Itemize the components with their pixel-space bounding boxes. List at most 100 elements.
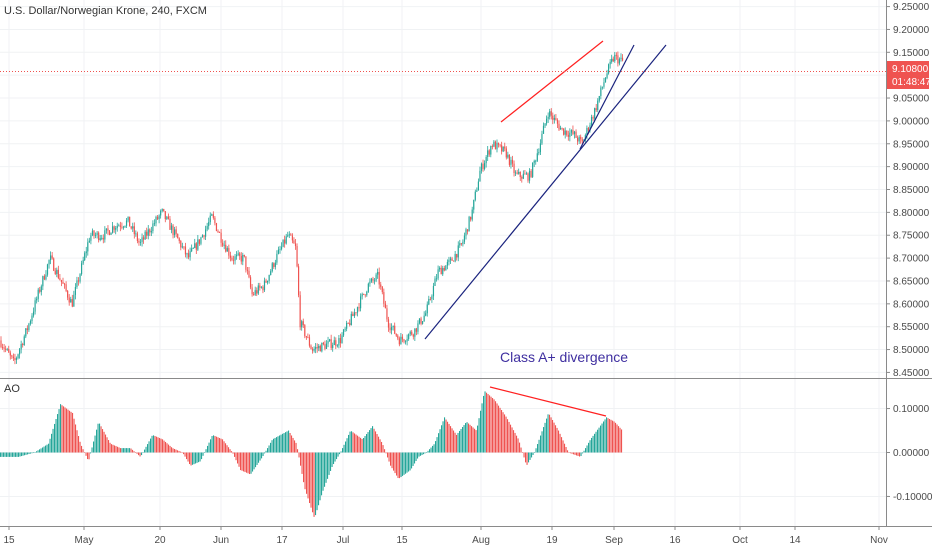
candle-body [236, 254, 238, 257]
ao-bar [268, 445, 270, 453]
candle-body [360, 296, 362, 309]
candle-body [32, 311, 35, 316]
ao-bar [42, 447, 44, 453]
ao-bar [231, 451, 233, 453]
candle-body [422, 321, 424, 324]
ao-bar [126, 448, 128, 453]
ao-bar [276, 437, 278, 453]
candle-body [296, 246, 298, 267]
candle-body [358, 307, 360, 309]
candle-body [412, 334, 414, 337]
candle-body [318, 345, 320, 349]
candle-body [217, 230, 219, 233]
candle-body [228, 248, 230, 256]
candle-body [383, 292, 385, 304]
ao-bar [372, 426, 374, 453]
ao-bar [76, 430, 78, 453]
candle-body [544, 123, 546, 126]
candle-body [370, 278, 373, 282]
ao-bar [0, 452, 2, 457]
ao-bar [85, 452, 87, 456]
ao-bar [343, 444, 345, 453]
candle-body [590, 117, 593, 126]
candle-body [198, 239, 200, 244]
ao-bar [57, 414, 59, 453]
ao-bar [297, 449, 299, 453]
candle-body [373, 280, 376, 282]
candle-body [501, 145, 503, 152]
ao-bar [549, 414, 551, 453]
candle-body [3, 347, 5, 349]
candle-body [521, 177, 523, 179]
ao-bar [460, 428, 462, 453]
ao-bar [462, 427, 464, 453]
ao-bar [99, 423, 101, 453]
ao-bar [28, 452, 30, 455]
candle-body [604, 77, 607, 83]
ao-bar [370, 428, 372, 453]
candle-body [138, 240, 140, 243]
candle-body [315, 347, 317, 349]
ao-bar [615, 422, 617, 453]
candle-body [356, 307, 359, 313]
candle-body [8, 348, 10, 353]
candle-body [612, 58, 614, 62]
time-tick-label: Oct [732, 535, 748, 546]
price-tick-label: 8.60000 [893, 299, 930, 310]
ao-bar [94, 435, 96, 453]
ao-bar [538, 439, 540, 453]
candle-body [432, 285, 435, 297]
ao-bar [513, 430, 515, 453]
candle-body [166, 216, 168, 220]
ao-bar [112, 444, 114, 453]
ao-bar [36, 451, 38, 453]
ao-bar [100, 426, 102, 453]
candle-body [555, 117, 557, 121]
trendline-short [579, 44, 635, 150]
candle-body [487, 150, 489, 157]
ao-bar [439, 429, 441, 453]
candle-body [172, 225, 174, 236]
ao-bar [580, 452, 582, 457]
candle-body [561, 127, 563, 129]
ao-bar [313, 452, 315, 517]
ao-bar [526, 452, 528, 465]
candle-body [552, 115, 554, 120]
candle-body [409, 331, 411, 335]
ao-bar [466, 422, 468, 453]
ao-bar [514, 432, 516, 453]
candle-body [87, 242, 89, 252]
ao-bar [216, 436, 218, 453]
ao-bar [310, 452, 312, 508]
ao-bar [102, 429, 104, 453]
ao-bar [339, 452, 341, 455]
candle-body [367, 283, 369, 292]
candle-body [423, 315, 425, 322]
ao-bar [582, 452, 584, 454]
candle-body [88, 240, 90, 243]
candle-body [511, 159, 514, 164]
candle-body [132, 226, 134, 229]
ao-bar [183, 452, 185, 455]
candle-body [161, 208, 163, 211]
ao-bar [517, 438, 519, 453]
ao-tick-label: -0.10000 [893, 492, 932, 503]
ao-bar [592, 435, 594, 453]
candle-body [74, 287, 76, 295]
candle-body [70, 299, 72, 303]
candle-body [40, 286, 42, 292]
candle-body [301, 321, 303, 328]
ao-bar [105, 434, 107, 453]
ao-bar [46, 444, 48, 453]
candle-body [152, 223, 154, 232]
ao-bar [19, 452, 21, 457]
ao-bar [420, 452, 422, 456]
ao-bar [621, 429, 623, 453]
ao-bar [175, 449, 177, 453]
candle-body [57, 269, 59, 279]
ao-bar [67, 409, 69, 453]
candle-body [285, 236, 287, 244]
candle-body [67, 290, 69, 298]
ao-bar [37, 450, 39, 453]
ao-bar [322, 452, 324, 491]
